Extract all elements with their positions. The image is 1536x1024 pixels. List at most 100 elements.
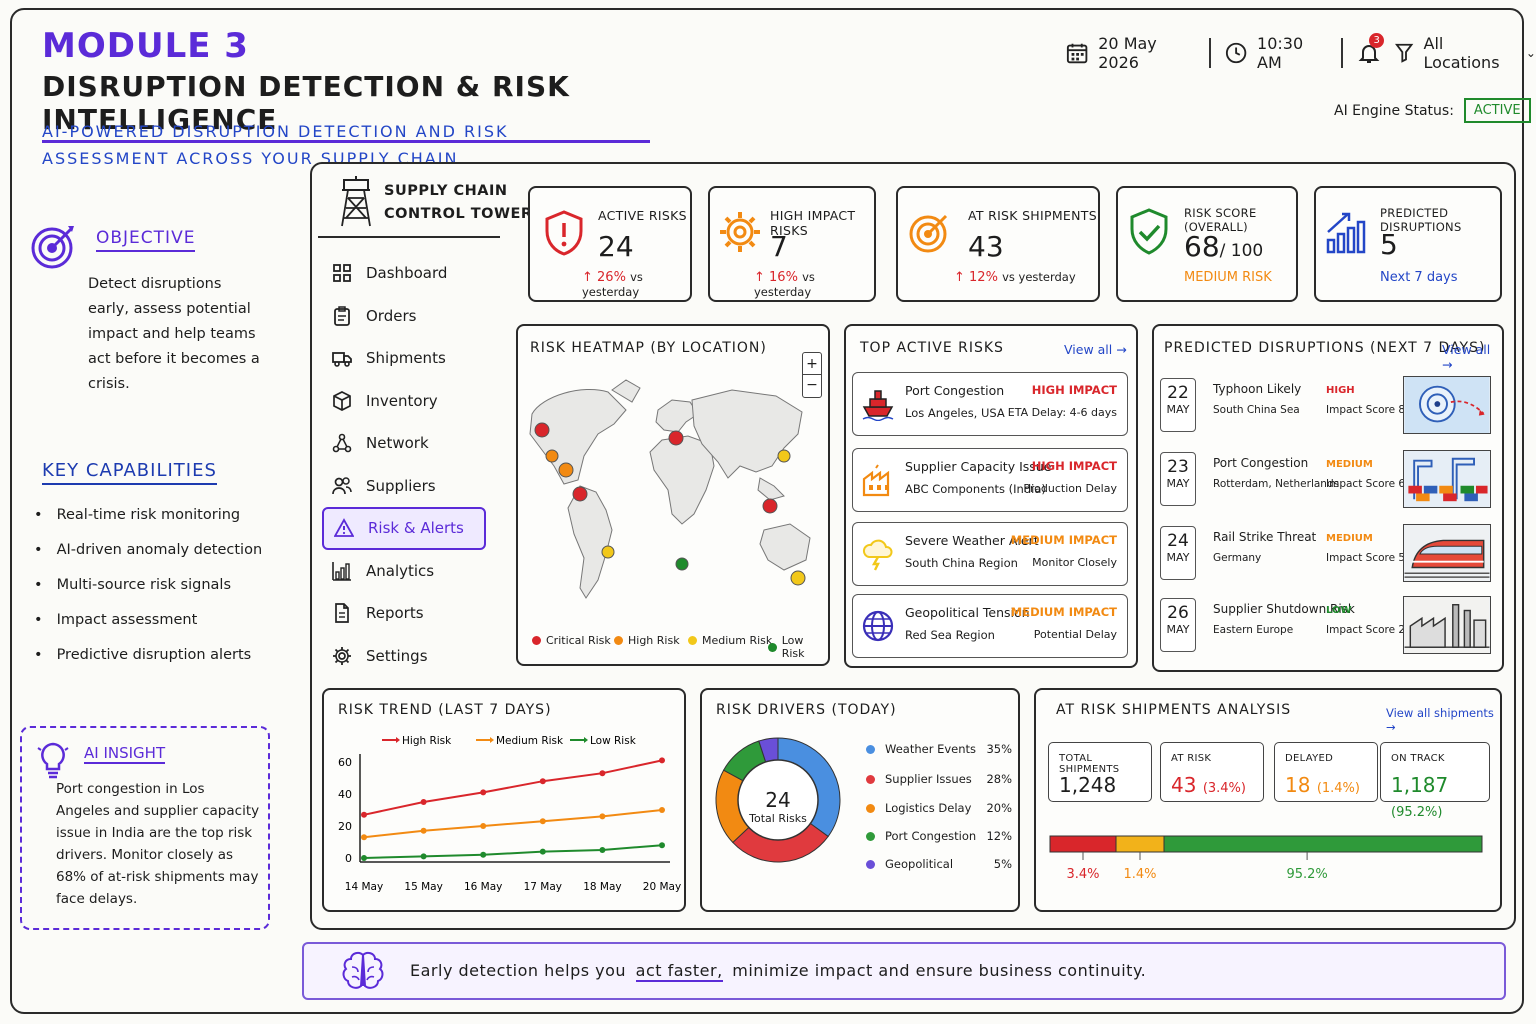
panel-title: RISK DRIVERS (TODAY)	[716, 702, 897, 718]
shield-check-icon	[1130, 208, 1168, 255]
risk-item[interactable]: Supplier Capacity Issue ABC Components (…	[852, 448, 1128, 512]
kpi-card-high-impact[interactable]: HIGH IMPACT RISKS 7 ↑ 16% vs yesterday	[708, 186, 876, 302]
brand-line-2: CONTROL TOWER	[384, 206, 533, 222]
sidebar-item-suppliers[interactable]: Suppliers	[322, 465, 486, 508]
sidebar-item-shipments[interactable]: Shipments	[322, 337, 486, 380]
prediction-item[interactable]: 24 MAY Rail Strike Threat Germany MEDIUM …	[1158, 524, 1494, 588]
sidebar-item-settings[interactable]: Settings	[322, 635, 486, 678]
high-risk-marker[interactable]	[545, 449, 559, 463]
sidebar-item-risk-alerts[interactable]: Risk & Alerts	[322, 507, 486, 550]
legend-low: Low Risk	[768, 634, 828, 660]
sidebar-item-label: Suppliers	[366, 476, 436, 495]
kpi-card-predicted[interactable]: PREDICTED DISRUPTIONS 5 Next 7 days	[1314, 186, 1502, 302]
status-bar-label: 95.2%	[1286, 867, 1327, 882]
insight-text: Port congestion in Los Angeles and suppl…	[56, 781, 260, 907]
kpi-card-at-risk-shipments[interactable]: AT RISK SHIPMENTS 43 ↑ 12% vs yesterday	[896, 186, 1100, 302]
x-tick-label: 18 May	[583, 881, 621, 893]
legend-label: High Risk	[402, 735, 452, 747]
stat-value: 1,187 (95.2%)	[1391, 773, 1489, 821]
brand-line-1: SUPPLY CHAIN	[384, 183, 508, 199]
sidebar-item-label: Network	[366, 434, 429, 453]
stat-at-risk[interactable]: AT RISK 43 (3.4%)	[1160, 742, 1264, 802]
high-risk-marker[interactable]	[558, 462, 574, 478]
capabilities-list: Real-time risk monitoring AI-driven anom…	[34, 504, 294, 679]
x-tick-label: 14 May	[345, 881, 383, 893]
zoom-in-button[interactable]: +	[803, 353, 821, 375]
location-filter[interactable]: All Locations ⌄	[1395, 34, 1536, 72]
prediction-item[interactable]: 26 MAY Supplier Shutdown Risk Eastern Eur…	[1158, 596, 1494, 660]
prediction-item[interactable]: 22 MAY Typhoon Likely South China Sea HIG…	[1158, 376, 1494, 440]
risk-score-max: / 100	[1219, 241, 1264, 261]
stat-label: DELAYED	[1285, 753, 1334, 764]
driver-legend-item: Weather Events 35%	[866, 742, 1012, 756]
sidebar-item-dashboard[interactable]: Dashboard	[322, 252, 486, 295]
kpi-card-risk-score[interactable]: RISK SCORE (OVERALL) 68/ 100 MEDIUM RISK	[1116, 186, 1298, 302]
data-point	[539, 778, 546, 785]
legend-label: Low Risk	[590, 735, 637, 747]
kpi-delta-suffix: vs yesterday	[754, 270, 815, 299]
view-all-link[interactable]: View all →	[1442, 342, 1491, 372]
data-point	[659, 842, 665, 849]
critical-risk-marker[interactable]	[534, 422, 550, 438]
risk-item[interactable]: Severe Weather Alert South China Region …	[852, 522, 1128, 586]
x-tick-label: 17 May	[524, 881, 562, 893]
stat-on-track[interactable]: ON TRACK 1,187 (95.2%)	[1380, 742, 1490, 820]
brain-icon	[342, 951, 384, 989]
sidebar-item-analytics[interactable]: Analytics	[322, 550, 486, 593]
critical-risk-marker[interactable]	[572, 486, 588, 502]
risk-item[interactable]: Port Congestion Los Angeles, USA HIGH IM…	[852, 372, 1128, 436]
stat-delayed[interactable]: DELAYED 18 (1.4%)	[1274, 742, 1378, 802]
risk-item[interactable]: Geopolitical Tension Red Sea Region MEDI…	[852, 594, 1128, 658]
medium-risk-marker[interactable]	[790, 570, 806, 586]
critical-risk-marker[interactable]	[668, 430, 684, 446]
critical-risk-marker[interactable]	[762, 498, 778, 514]
sidebar-item-orders[interactable]: Orders	[322, 295, 486, 338]
zoom-out-button[interactable]: −	[806, 377, 818, 393]
data-point	[480, 851, 487, 858]
stat-number: 1,187	[1391, 773, 1449, 797]
sidebar-item-inventory[interactable]: Inventory	[322, 380, 486, 423]
prediction-location: Germany	[1213, 552, 1262, 564]
footer-text: Early detection helps you act faster, mi…	[410, 961, 1146, 982]
driver-label: Geopolitical	[885, 857, 954, 871]
date-day: 24	[1167, 531, 1189, 551]
legend-swatch	[866, 859, 875, 869]
medium-risk-marker[interactable]	[601, 545, 615, 559]
donut-center: 24 Total Risks	[742, 788, 814, 825]
panel-title: PREDICTED DISRUPTIONS (NEXT 7 DAYS)	[1164, 340, 1486, 356]
stat-total-shipments[interactable]: TOTAL SHIPMENTS 1,248	[1048, 742, 1152, 802]
donut-total: 24	[765, 788, 791, 812]
impact-score: Impact Score 85	[1326, 404, 1412, 416]
prediction-item[interactable]: 23 MAY Port Congestion Rotterdam, Netherl…	[1158, 450, 1494, 514]
medium-risk-marker[interactable]	[777, 449, 791, 463]
kpi-delta: ↑ 16%	[754, 270, 798, 285]
view-all-shipments-link[interactable]: View all shipments →	[1386, 706, 1494, 734]
typhoon-thumbnail	[1403, 376, 1491, 434]
kpi-card-active-risks[interactable]: ACTIVE RISKS 24 ↑ 26% vs yesterday	[528, 186, 692, 302]
date-display[interactable]: 20 May 2026	[1066, 34, 1195, 72]
objective-text: Detect disruptions early, assess potenti…	[88, 276, 260, 392]
prediction-location: Rotterdam, Netherlands	[1213, 478, 1340, 490]
status-bar-label: 1.4%	[1123, 867, 1156, 882]
legend-critical: Critical Risk	[532, 634, 611, 647]
driver-label: Port Congestion	[885, 829, 977, 843]
y-tick-label: 40	[338, 788, 352, 801]
divider	[1208, 38, 1211, 68]
legend-label: Medium Risk	[702, 634, 773, 647]
view-all-link[interactable]: View all →	[1064, 342, 1127, 357]
kpi-value: 24	[598, 230, 634, 263]
sidebar-item-reports[interactable]: Reports	[322, 592, 486, 635]
notifications-button[interactable]: 3	[1357, 33, 1385, 65]
prediction-level: MEDIUM	[1326, 459, 1373, 470]
panel-title: AT RISK SHIPMENTS ANALYSIS	[1056, 702, 1292, 718]
sidebar-item-network[interactable]: Network	[322, 422, 486, 465]
top-bar: 20 May 2026 10:30 AM 3 All Locations ⌄	[1066, 33, 1536, 72]
sidebar-item-label: Inventory	[366, 391, 438, 410]
date-text: 20 May 2026	[1098, 34, 1157, 72]
time-text: 10:30 AM	[1257, 34, 1304, 72]
stat-number: 18	[1285, 773, 1311, 797]
globe-icon	[862, 610, 894, 642]
low-risk-marker[interactable]	[675, 557, 689, 571]
legend-label: Low Risk	[781, 634, 805, 660]
legend-arrow	[396, 737, 400, 743]
